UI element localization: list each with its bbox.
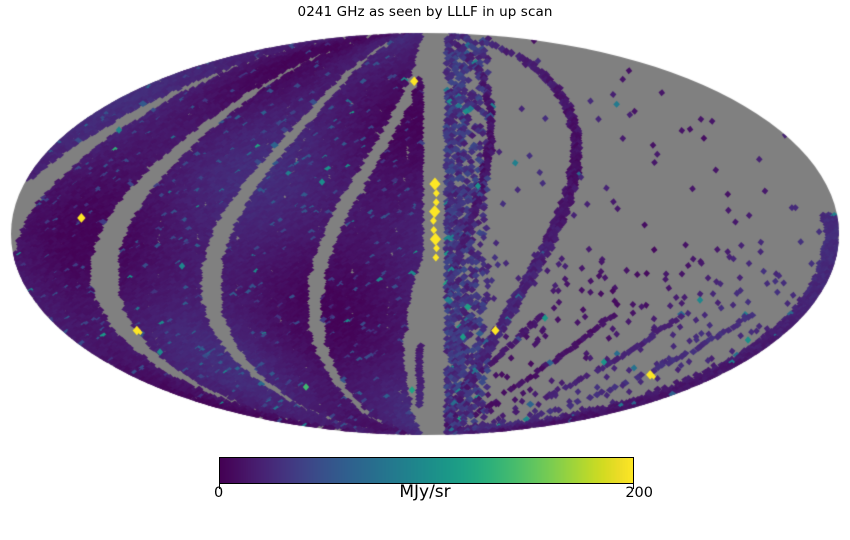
colorbar-max-label: 200 <box>625 485 653 501</box>
colorbar-tick-max <box>633 484 634 489</box>
page-title: 0241 GHz as seen by LLLF in up scan <box>297 4 553 20</box>
colorbar <box>219 457 634 489</box>
colorbar-gradient <box>219 457 634 484</box>
colorbar-tick-min <box>219 484 220 489</box>
colorbar-unit-label: MJy/sr <box>399 482 451 502</box>
colorbar-min-label: 0 <box>214 485 224 501</box>
sky-map-mollweide <box>0 22 850 447</box>
